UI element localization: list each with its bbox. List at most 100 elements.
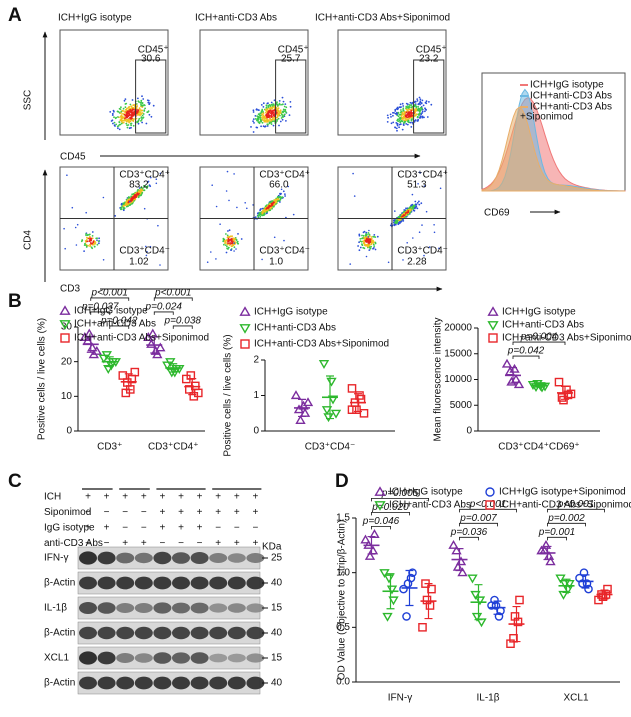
flow-dot: [120, 114, 123, 116]
flow-dot: [147, 101, 150, 104]
flow-dot: [138, 187, 141, 189]
flow-dot: [130, 198, 133, 201]
flow-dot: [410, 204, 413, 207]
flow-dot: [263, 214, 265, 217]
flow-dot: [365, 241, 368, 243]
flow-dot: [358, 241, 360, 244]
data-point: [302, 397, 314, 407]
data-point: [510, 374, 522, 384]
flow-dot: [146, 99, 149, 102]
flow-dot: [393, 223, 396, 226]
flow-dot: [133, 194, 136, 197]
data-point: [327, 395, 339, 405]
blot-band: [97, 626, 116, 640]
flow-dot: [258, 214, 261, 217]
flow-dot: [226, 236, 229, 239]
flow-dot: [140, 99, 143, 102]
flow-dot: [111, 114, 114, 116]
flow-dot: [90, 237, 92, 240]
flow-dot: [233, 173, 235, 175]
flow-dot: [94, 242, 97, 245]
flow-dot: [125, 108, 127, 111]
y-tick-label: 0: [466, 426, 472, 437]
flow-dot: [117, 116, 119, 118]
flow-dot: [349, 263, 352, 265]
flow-dot: [261, 116, 264, 118]
flow-dot: [227, 246, 230, 249]
flow-dot: [130, 105, 133, 108]
flow-dot: [259, 212, 261, 215]
blot-band: [246, 653, 265, 663]
flow-dot: [137, 109, 139, 111]
flow-dot: [228, 235, 231, 238]
flow-dot: [118, 128, 121, 131]
p-value: p<0.001: [557, 499, 594, 510]
significance-bracket: [459, 522, 498, 527]
y-tick-label: 0.0: [336, 677, 350, 688]
flow-dot: [152, 104, 155, 107]
flow-dot: [136, 192, 139, 195]
error-bar: [105, 356, 114, 368]
condition-sign: +: [197, 507, 203, 518]
flow-dot: [412, 237, 414, 239]
flow-dot: [420, 113, 422, 116]
flow-dot: [96, 239, 98, 241]
flow-dot: [266, 205, 269, 207]
flow-dot: [266, 120, 269, 123]
flow-dot: [386, 114, 389, 117]
flow-dot: [278, 100, 281, 102]
flow-dot: [405, 111, 408, 114]
flow-dot: [226, 247, 229, 250]
legend-label: ICH+anti-CD3 Abs+Siponimod: [254, 339, 389, 350]
flow-dot: [414, 110, 417, 113]
flow-dot: [76, 223, 79, 226]
flow-dot: [98, 237, 100, 240]
y-tick-label: 20: [61, 356, 73, 367]
flow-dot: [278, 113, 281, 116]
data-point: [545, 556, 556, 566]
flow-dot: [112, 122, 114, 125]
data-point: [579, 568, 589, 578]
flow-dot: [235, 248, 237, 250]
flow-dot: [261, 207, 264, 210]
flow-dot: [273, 118, 276, 121]
condition-sign: +: [178, 507, 184, 518]
flow-dot: [128, 198, 131, 201]
flow-dot: [386, 121, 389, 123]
flow-dot: [364, 239, 367, 242]
data-point: [418, 623, 427, 632]
data-point: [152, 349, 163, 359]
flow-dot: [85, 245, 88, 247]
flow-dot: [402, 107, 405, 110]
data-point: [318, 360, 330, 369]
flow-dot: [141, 109, 144, 112]
data-point: [193, 388, 203, 398]
y-tick-label: 1.5: [336, 513, 350, 524]
data-point: [399, 584, 408, 594]
flow-dot: [394, 110, 397, 112]
blot-band: [172, 652, 190, 664]
flow-dot: [417, 119, 419, 122]
y-tick-label: 30: [61, 322, 73, 333]
flow-dot: [399, 218, 401, 221]
flow-dot: [145, 245, 147, 248]
quadrant-label: CD3⁺CD4⁻: [397, 246, 448, 257]
p-value: p=0.036: [450, 527, 488, 538]
data-point: [555, 574, 566, 584]
flow-dot: [225, 239, 228, 241]
flow-dot: [284, 108, 287, 111]
flow-dot: [272, 103, 275, 106]
flow-dot: [277, 117, 280, 120]
flow-dot: [421, 110, 424, 113]
condition-sign: −: [122, 523, 128, 534]
flow-dot: [91, 235, 94, 237]
flow-dot: [236, 240, 239, 243]
flow-dot: [254, 216, 257, 219]
kda-value: 15: [271, 603, 283, 614]
flow-dot: [148, 113, 151, 116]
flow-dot: [366, 237, 368, 240]
flow-dot: [139, 108, 141, 111]
flow-dot: [402, 259, 404, 261]
flow-dot: [374, 241, 377, 244]
flow-dot: [233, 250, 235, 252]
